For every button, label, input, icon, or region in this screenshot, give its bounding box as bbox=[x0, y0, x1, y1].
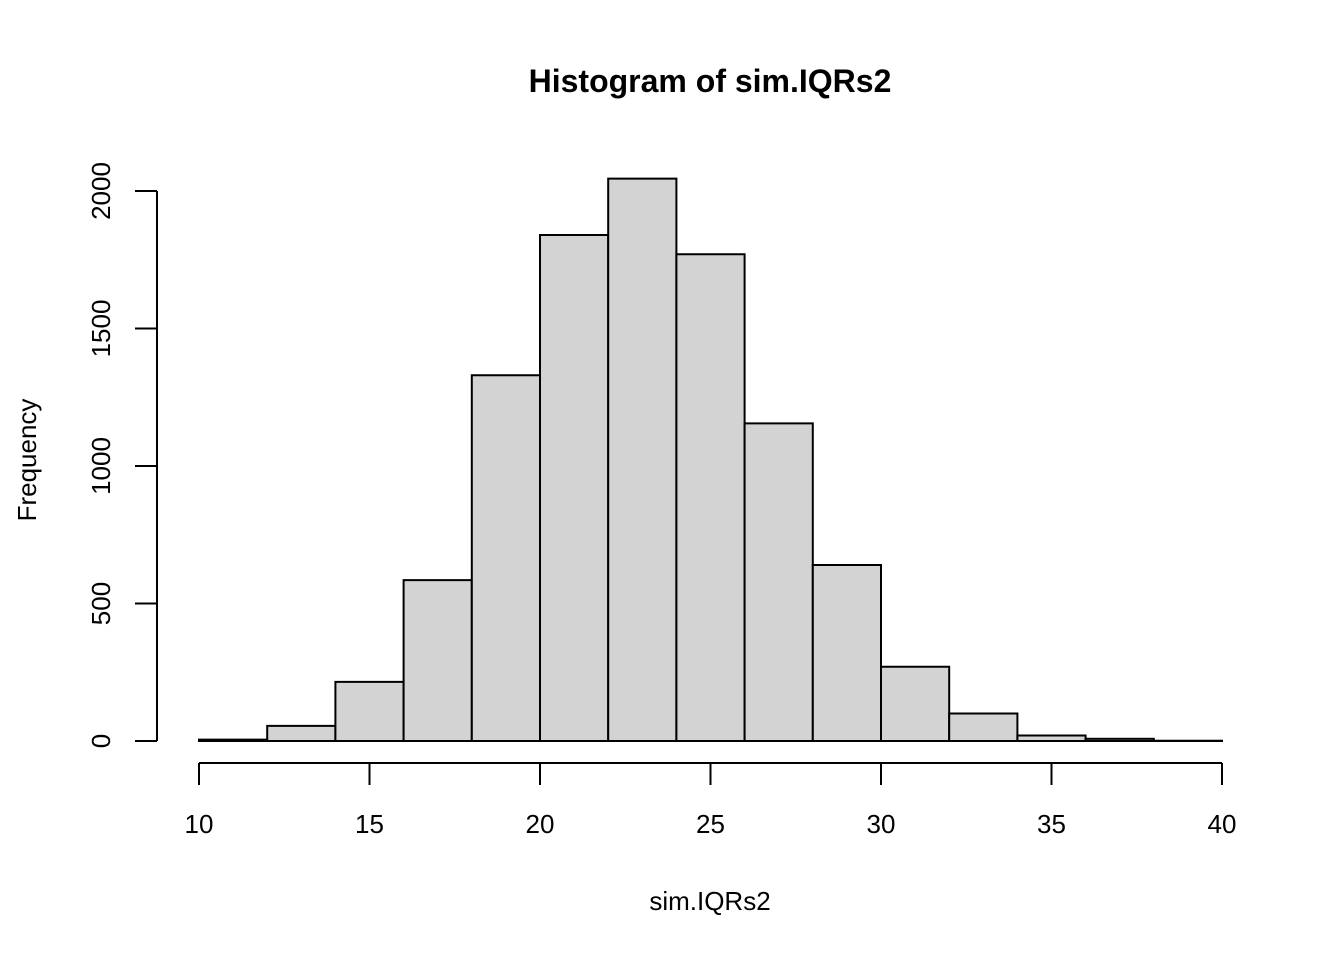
histogram-bar bbox=[1084, 737, 1155, 742]
histogram-bar bbox=[266, 724, 337, 742]
x-tick-label: 30 bbox=[867, 809, 896, 839]
histogram-bar bbox=[675, 253, 746, 742]
y-axis: 0 500 1000 1500 2000 bbox=[86, 162, 158, 748]
x-tick-label: 25 bbox=[696, 809, 725, 839]
x-tick-label: 10 bbox=[185, 809, 214, 839]
x-tick-label: 15 bbox=[355, 809, 384, 839]
histogram-bar bbox=[334, 680, 405, 742]
histogram-bar bbox=[743, 422, 814, 742]
histogram-bar bbox=[402, 579, 473, 742]
histogram-bar bbox=[539, 234, 610, 742]
x-tick-label: 40 bbox=[1208, 809, 1237, 839]
histogram-bar bbox=[198, 738, 269, 742]
x-axis: 10 15 20 25 30 35 40 bbox=[185, 762, 1237, 839]
histogram-bar bbox=[1016, 734, 1087, 742]
histogram-bar bbox=[607, 177, 678, 742]
y-tick-label: 1000 bbox=[86, 437, 116, 495]
histogram-bar bbox=[811, 564, 882, 742]
y-tick-label: 0 bbox=[86, 734, 116, 748]
histogram-bar bbox=[880, 665, 951, 742]
x-tick-label: 35 bbox=[1037, 809, 1066, 839]
y-tick-label: 2000 bbox=[86, 162, 116, 220]
histogram-bar bbox=[470, 374, 541, 742]
x-axis-label: sim.IQRs2 bbox=[649, 886, 770, 916]
y-tick-label: 1500 bbox=[86, 300, 116, 358]
y-axis-label: Frequency bbox=[12, 399, 42, 522]
chart-title: Histogram of sim.IQRs2 bbox=[529, 63, 892, 99]
bars-group bbox=[198, 177, 1224, 742]
y-tick-label: 500 bbox=[86, 582, 116, 625]
x-tick-label: 20 bbox=[526, 809, 555, 839]
histogram-bar bbox=[948, 712, 1019, 742]
